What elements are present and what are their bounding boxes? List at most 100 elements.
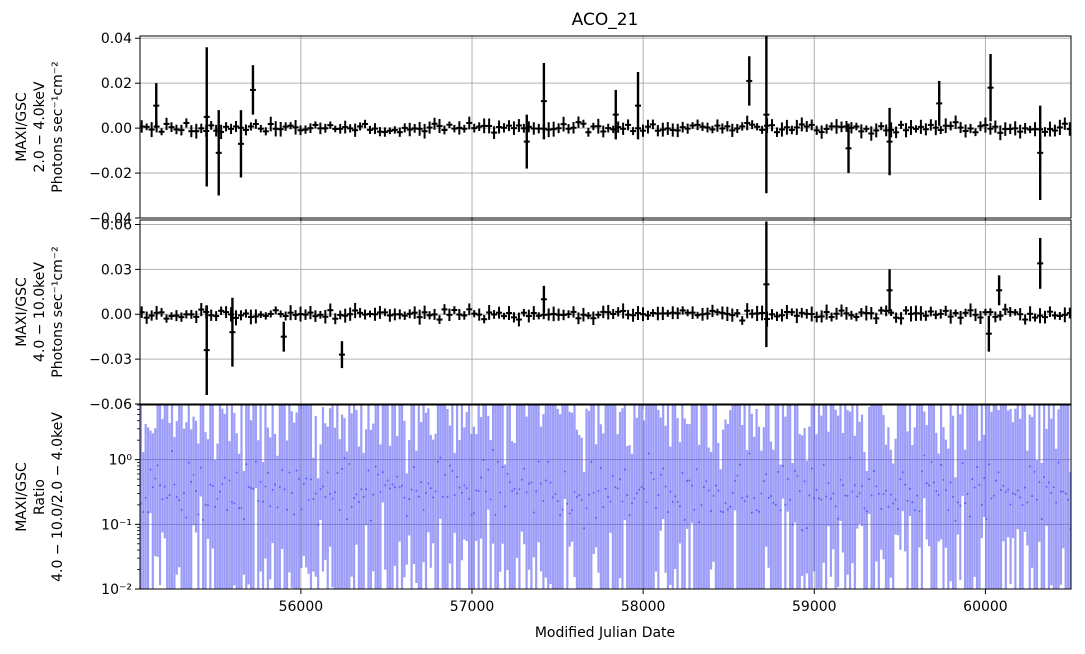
ratio-point [345, 518, 348, 521]
ratio-point [635, 492, 638, 495]
ratio-point [875, 485, 878, 488]
ratio-point [781, 464, 784, 467]
ratio-point [286, 508, 289, 511]
ratio-point [873, 469, 876, 472]
panel-hardness-ratio: 10⁻² 10⁻¹ 10⁰ 56000 57000 58000 59000 60000 MAXI… [14, 404, 1072, 615]
ratio-point [1047, 481, 1050, 484]
ratio-point [920, 470, 923, 473]
ratio-point [1002, 484, 1005, 487]
ratio-point [554, 492, 557, 495]
ratio-point [678, 505, 681, 508]
ratio-point [494, 513, 497, 516]
ratio-point [587, 493, 590, 496]
ratio-point [992, 494, 995, 497]
ratio-point [971, 477, 974, 480]
ratio-point [772, 501, 775, 504]
ratio-point [214, 505, 217, 508]
ratio-point [218, 490, 221, 493]
ratio-point [408, 498, 411, 501]
ratio-point [765, 473, 768, 476]
ratio-point [293, 513, 296, 516]
ratio-point [444, 473, 447, 476]
ratio-point [1052, 486, 1055, 489]
ratio-point [436, 460, 439, 463]
ratio-point [937, 493, 940, 496]
ratio-point [693, 508, 696, 511]
ratio-point [964, 502, 967, 505]
ratio-point [1045, 485, 1048, 488]
ratio-point [561, 508, 564, 511]
y-tick-label: −0.03 [89, 352, 132, 368]
ratio-point [973, 486, 976, 489]
ratio-point [523, 467, 526, 470]
y-axis-label-line: Ratio [32, 479, 48, 515]
y-axis-label-line: 2.0 − 4.0keV [32, 81, 48, 172]
ratio-point [178, 499, 181, 502]
ratio-point [496, 460, 499, 463]
ratio-point [199, 466, 202, 469]
ratio-point [192, 473, 195, 476]
ratio-point [868, 478, 871, 481]
ratio-point [566, 502, 569, 505]
ratio-point [252, 487, 255, 490]
ratio-point [283, 488, 286, 491]
ratio-point [463, 484, 466, 487]
ratio-point [432, 496, 435, 499]
ratio-point [274, 483, 277, 486]
y-tick-label: 0.06 [101, 217, 132, 233]
ratio-point [1014, 493, 1017, 496]
ratio-point [940, 463, 943, 466]
ratio-point [949, 481, 952, 484]
ratio-point [640, 485, 643, 488]
ratio-point [734, 479, 737, 482]
ratio-point [204, 503, 207, 506]
ratio-point [559, 514, 562, 517]
data-points [140, 221, 1071, 396]
ratio-point [206, 504, 209, 507]
ratio-point [918, 510, 921, 513]
ratio-point [820, 498, 823, 501]
ratio-point [321, 485, 324, 488]
ratio-point [221, 483, 224, 486]
ratio-point [887, 505, 890, 508]
ratio-point [631, 502, 634, 505]
ratio-point [520, 478, 523, 481]
y-tick-label: 0.03 [101, 262, 132, 278]
x-tick-label: 59000 [792, 599, 837, 615]
ratio-point [844, 494, 847, 497]
ratio-point [825, 495, 828, 498]
ratio-point [556, 500, 559, 503]
ratio-point [401, 484, 404, 487]
ratio-point [1021, 504, 1024, 507]
ratio-point [365, 488, 368, 491]
ratio-point [599, 467, 602, 470]
ratio-point [621, 500, 624, 503]
ratio-point [714, 484, 717, 487]
ratio-point [341, 467, 344, 470]
ratio-point [415, 489, 418, 492]
ratio-point [161, 498, 164, 501]
ratio-point [417, 495, 420, 498]
y-axis-label-line: 4.0 − 10.0/2.0 − 4.0keV [50, 412, 66, 582]
ratio-point [710, 509, 713, 512]
data-points [140, 405, 1071, 589]
ratio-point [755, 509, 758, 512]
ratio-point [698, 521, 701, 524]
ratio-point [458, 486, 461, 489]
ratio-point [1033, 470, 1036, 473]
ratio-point [147, 511, 150, 514]
ratio-point [573, 491, 576, 494]
ratio-point [736, 474, 739, 477]
ratio-point [1019, 496, 1022, 499]
ratio-point [427, 482, 430, 485]
ratio-point [314, 492, 317, 495]
ratio-point [827, 482, 830, 485]
ratio-point [686, 479, 689, 482]
ratio-point [837, 517, 840, 520]
ratio-point [738, 463, 741, 466]
ratio-point [312, 498, 315, 501]
ratio-point [815, 488, 818, 491]
ratio-point [741, 496, 744, 499]
ratio-point [257, 500, 260, 503]
ratio-point [1028, 465, 1031, 468]
